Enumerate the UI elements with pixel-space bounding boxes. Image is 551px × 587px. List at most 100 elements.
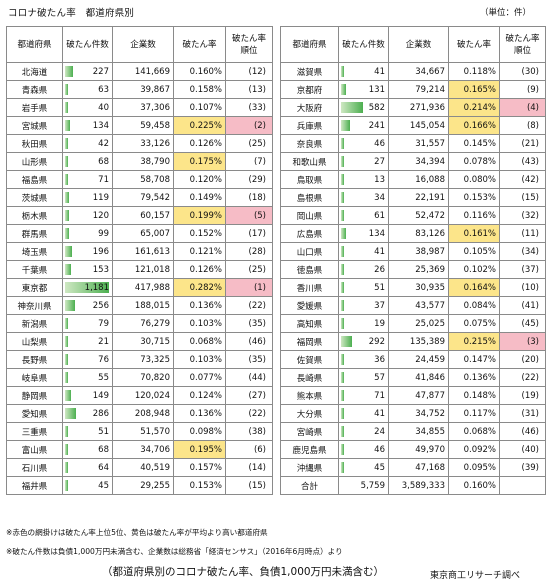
bankruptcy-count: 55 xyxy=(62,368,113,387)
table-row: 石川県 64 40,519 0.157% (14) xyxy=(6,458,273,477)
bankruptcy-count: 27 xyxy=(338,152,389,171)
count-value: 55 xyxy=(98,372,109,383)
table-row: 大阪府 582 271,936 0.214% (4) xyxy=(280,98,546,117)
count-bar xyxy=(65,174,68,185)
bankruptcy-rate: 0.102% xyxy=(448,260,500,279)
rate-rank: (6) xyxy=(225,440,273,459)
count-bar xyxy=(65,228,69,239)
rate-rank: (35) xyxy=(225,350,273,369)
company-count: 30,935 xyxy=(388,278,449,297)
count-bar xyxy=(341,462,344,473)
count-bar xyxy=(341,354,344,365)
count-bar xyxy=(341,264,344,275)
bankruptcy-count: 13 xyxy=(338,170,389,189)
table-row: 広島県 134 83,126 0.161% (11) xyxy=(280,224,546,243)
rate-rank: (5) xyxy=(225,206,273,225)
table-row: 山梨県 21 30,715 0.068% (46) xyxy=(6,332,273,351)
count-bar xyxy=(341,300,344,311)
prefecture-name: 茨城県 xyxy=(6,188,63,207)
company-count: 59,458 xyxy=(112,116,174,135)
count-bar xyxy=(341,246,344,257)
bankruptcy-count: 241 xyxy=(338,116,389,135)
count-value: 41 xyxy=(374,246,385,257)
rate-rank: (4) xyxy=(499,98,546,117)
header-companies: 企業数 xyxy=(112,26,174,63)
table-row: 鹿児島県 46 49,970 0.092% (40) xyxy=(280,440,546,459)
header-rate: 破たん率 xyxy=(448,26,500,63)
prefecture-name: 宮城県 xyxy=(6,116,63,135)
count-value: 45 xyxy=(374,462,385,473)
total-label: 合計 xyxy=(280,476,339,495)
bankruptcy-count: 131 xyxy=(338,80,389,99)
count-value: 26 xyxy=(374,264,385,275)
rate-rank: (44) xyxy=(225,368,273,387)
company-count: 34,706 xyxy=(112,440,174,459)
bankruptcy-count: 99 xyxy=(62,224,113,243)
company-count: 83,126 xyxy=(388,224,449,243)
company-count: 79,214 xyxy=(388,80,449,99)
bankruptcy-count: 41 xyxy=(338,62,389,81)
count-value: 36 xyxy=(374,354,385,365)
count-bar xyxy=(341,426,344,437)
count-bar xyxy=(65,444,68,455)
company-count: 33,126 xyxy=(112,134,174,153)
count-bar xyxy=(65,318,68,329)
bankruptcy-rate: 0.084% xyxy=(448,296,500,315)
count-value: 41 xyxy=(374,408,385,419)
prefecture-name: 福島県 xyxy=(6,170,63,189)
prefecture-name: 長野県 xyxy=(6,350,63,369)
prefecture-name: 鳥取県 xyxy=(280,170,339,189)
prefecture-name: 新潟県 xyxy=(6,314,63,333)
bankruptcy-count: 286 xyxy=(62,404,113,423)
bankruptcy-count: 36 xyxy=(338,350,389,369)
prefecture-name: 山梨県 xyxy=(6,332,63,351)
rate-rank: (22) xyxy=(499,368,546,387)
prefecture-name: 徳島県 xyxy=(280,260,339,279)
prefecture-name: 青森県 xyxy=(6,80,63,99)
bankruptcy-rate: 0.147% xyxy=(448,350,500,369)
prefecture-name: 長崎県 xyxy=(280,368,339,387)
prefecture-name: 兵庫県 xyxy=(280,116,339,135)
left-table-body: 北海道 227 141,669 0.160% (12) 青森県 63 39,867 0.158%… xyxy=(6,62,273,495)
header-rank: 破たん率順位 xyxy=(499,26,546,63)
prefecture-name: 北海道 xyxy=(6,62,63,81)
count-value: 68 xyxy=(98,156,109,167)
bankruptcy-rate: 0.103% xyxy=(173,350,226,369)
count-value: 37 xyxy=(374,300,385,311)
count-value: 71 xyxy=(374,390,385,401)
bankruptcy-count: 582 xyxy=(338,98,389,117)
count-bar xyxy=(65,84,68,95)
company-count: 34,752 xyxy=(388,404,449,423)
prefecture-name: 岡山県 xyxy=(280,206,339,225)
company-count: 51,570 xyxy=(112,422,174,441)
table-row: 青森県 63 39,867 0.158% (13) xyxy=(6,80,273,99)
company-count: 188,015 xyxy=(112,296,174,315)
rate-rank: (33) xyxy=(225,98,273,117)
count-bar xyxy=(65,282,109,293)
bankruptcy-count: 119 xyxy=(62,188,113,207)
prefecture-name: 山形県 xyxy=(6,152,63,171)
count-value: 292 xyxy=(368,336,385,347)
table-row: 和歌山県 27 34,394 0.078% (43) xyxy=(280,152,546,171)
bankruptcy-rate: 0.199% xyxy=(173,206,226,225)
prefecture-name: 香川県 xyxy=(280,278,339,297)
prefecture-name: 奈良県 xyxy=(280,134,339,153)
table-row: 岡山県 61 52,472 0.116% (32) xyxy=(280,206,546,225)
count-bar xyxy=(65,192,69,203)
rate-rank: (40) xyxy=(499,440,546,459)
count-bar xyxy=(341,318,344,329)
bankruptcy-rate: 0.215% xyxy=(448,332,500,351)
count-bar xyxy=(341,156,344,167)
count-value: 241 xyxy=(368,120,385,131)
prefecture-name: 鹿児島県 xyxy=(280,440,339,459)
rate-rank: (15) xyxy=(499,188,546,207)
company-count: 38,790 xyxy=(112,152,174,171)
company-count: 16,088 xyxy=(388,170,449,189)
bankruptcy-rate: 0.068% xyxy=(173,332,226,351)
company-count: 47,168 xyxy=(388,458,449,477)
count-bar xyxy=(341,120,350,131)
count-value: 46 xyxy=(374,138,385,149)
count-bar xyxy=(341,228,346,239)
prefecture-name: 熊本県 xyxy=(280,386,339,405)
table-row: 岐阜県 55 70,820 0.077% (44) xyxy=(6,368,273,387)
